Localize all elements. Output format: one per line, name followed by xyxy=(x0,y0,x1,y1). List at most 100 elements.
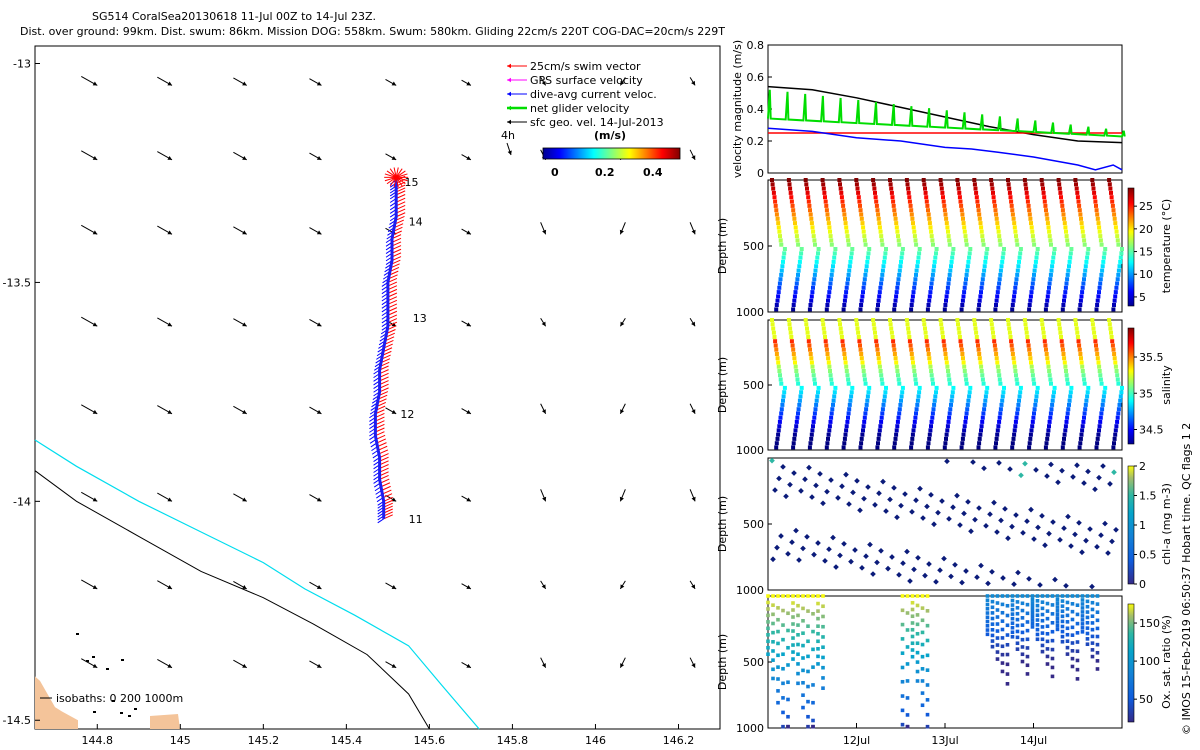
profile-point xyxy=(1027,303,1032,307)
profile-point xyxy=(879,377,884,382)
profile-point xyxy=(1080,606,1085,610)
profile-point xyxy=(1078,212,1083,217)
profile-point xyxy=(910,634,915,639)
profile-point xyxy=(1072,531,1078,538)
profile-point xyxy=(807,203,812,208)
profile-point xyxy=(1098,234,1103,239)
profile-point xyxy=(910,641,915,646)
profile-point xyxy=(1030,597,1035,602)
profile-point xyxy=(846,501,852,507)
profile-point xyxy=(1010,594,1015,598)
profile-point xyxy=(980,281,985,286)
profile-point xyxy=(895,419,900,424)
profile-point xyxy=(1092,195,1097,200)
profile-point xyxy=(872,502,878,508)
profile-point xyxy=(924,199,929,204)
profile-point xyxy=(917,485,923,492)
profile-point xyxy=(1033,467,1039,473)
profile-point xyxy=(1025,672,1030,676)
profile-point xyxy=(1095,659,1100,663)
profile-point xyxy=(829,381,834,386)
profile-point xyxy=(1089,583,1095,590)
profile-point xyxy=(1044,352,1049,356)
profile-point xyxy=(1011,216,1016,221)
profile-point xyxy=(1070,474,1076,480)
geo-velocity-arrow-head xyxy=(316,230,322,235)
profile-point xyxy=(920,618,925,623)
profile-point xyxy=(806,654,810,659)
profile-point xyxy=(985,619,990,624)
profile-point xyxy=(785,551,791,557)
profile-point xyxy=(943,303,948,307)
profile-point xyxy=(1040,631,1045,635)
swim-vector xyxy=(384,173,397,178)
profile-point xyxy=(933,255,938,260)
profile-point xyxy=(1067,264,1071,269)
profile-point xyxy=(1015,629,1020,634)
profile-point xyxy=(979,424,984,429)
profile-point xyxy=(894,432,899,437)
profile-point xyxy=(839,483,845,490)
profile-point xyxy=(1108,186,1113,191)
profile-point xyxy=(1095,650,1100,655)
profile-point xyxy=(980,373,985,378)
profile-point xyxy=(1095,352,1100,356)
profile-point xyxy=(854,182,859,187)
profile-point xyxy=(770,178,774,182)
profile-point xyxy=(977,441,982,446)
profile-point xyxy=(930,411,935,416)
profile-point xyxy=(791,643,795,647)
colorbar-tick-label: 1.5 xyxy=(1139,490,1157,503)
profile-point xyxy=(964,381,969,386)
profile-point xyxy=(1005,623,1010,628)
profile-point xyxy=(993,347,998,352)
profile-point xyxy=(985,606,990,611)
profile-point xyxy=(1035,594,1040,598)
profile-point xyxy=(897,268,902,273)
velocity-panel-frame xyxy=(767,44,1123,174)
depth-tick-label: 500 xyxy=(743,656,764,669)
profile-point xyxy=(1061,441,1066,446)
profile-point xyxy=(1035,251,1040,256)
profile-point xyxy=(1075,667,1080,672)
profile-point xyxy=(782,390,787,395)
profile-point xyxy=(862,377,867,382)
profile-point xyxy=(877,294,882,299)
geo-velocity-arrow xyxy=(157,492,173,502)
profile-point xyxy=(798,488,804,494)
profile-point xyxy=(992,203,997,208)
profile-point xyxy=(1065,277,1070,282)
profile-point xyxy=(832,255,837,260)
geo-velocity-arrow-head xyxy=(620,663,625,668)
profile-point xyxy=(1116,272,1121,277)
profile-point xyxy=(805,190,810,195)
profile-points xyxy=(769,457,1119,590)
profile-point xyxy=(813,381,817,386)
profile-point xyxy=(1118,255,1123,260)
profile-point xyxy=(956,186,961,191)
profile-point xyxy=(774,303,779,307)
profile-point xyxy=(1040,643,1045,648)
profile-point xyxy=(1008,195,1013,200)
profile-point xyxy=(968,385,973,390)
profile-point xyxy=(847,407,852,412)
profile-point xyxy=(859,352,864,356)
profile-point xyxy=(843,294,848,299)
profile-point xyxy=(823,195,827,200)
profile-point xyxy=(1028,216,1033,221)
profile-point xyxy=(1055,605,1060,609)
profile-point xyxy=(804,182,809,187)
geo-velocity-arrow-head xyxy=(167,585,172,589)
profile-point xyxy=(776,665,780,669)
geo-velocity-arrow-head xyxy=(92,81,98,86)
geo-velocity-arrow xyxy=(81,316,98,327)
profile-point xyxy=(841,203,846,208)
profile-point xyxy=(966,259,971,264)
profile-point xyxy=(876,441,880,446)
profile-point xyxy=(962,424,967,429)
profile-point xyxy=(1090,607,1095,612)
profile-point xyxy=(822,330,827,335)
profile-point xyxy=(828,477,834,483)
profile-point xyxy=(1095,216,1100,221)
profile-point xyxy=(811,665,815,669)
